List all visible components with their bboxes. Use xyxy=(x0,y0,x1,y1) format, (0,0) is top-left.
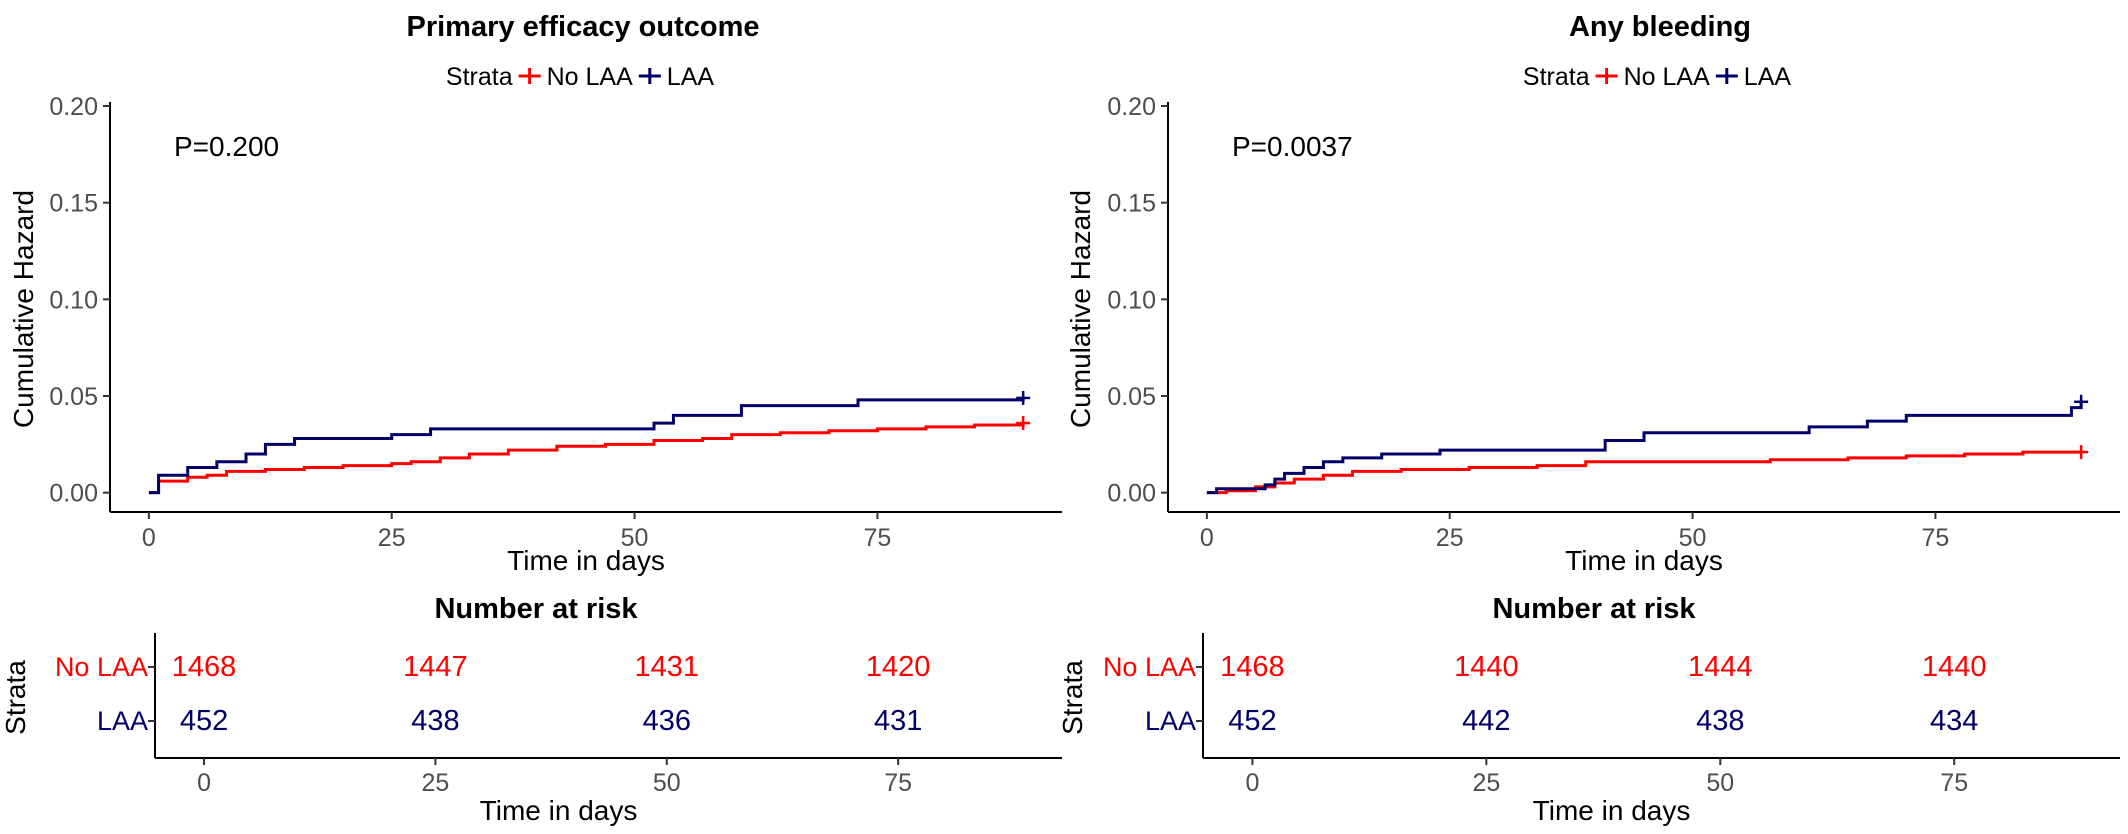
x-tick-label: 75 xyxy=(864,524,892,552)
legend: Strata No LAA LAA xyxy=(1523,63,1791,91)
risk-row-label: LAA xyxy=(1145,706,1196,736)
risk-row-label: No LAA xyxy=(1103,652,1196,682)
legend-title: Strata xyxy=(1523,63,1590,91)
risk-value: 1420 xyxy=(866,651,931,683)
y-axis-label: Cumulative Hazard xyxy=(8,190,39,428)
risk-value: 1444 xyxy=(1688,651,1753,683)
chart-title: Any bleeding xyxy=(1569,11,1751,43)
legend-label-0: No LAA xyxy=(1624,63,1710,91)
km-curve-laa xyxy=(148,397,1025,495)
risk-x-tick-label: 25 xyxy=(1472,769,1500,797)
x-tick-label: 50 xyxy=(621,524,649,552)
y-tick-label: 0.20 xyxy=(49,93,98,121)
risk-x-axis-label: Time in days xyxy=(1533,795,1691,826)
risk-value: 434 xyxy=(1930,705,1978,737)
risk-table-title: Number at risk xyxy=(434,593,638,625)
legend-label-1: LAA xyxy=(667,63,715,91)
risk-row-label: No LAA xyxy=(55,652,148,682)
y-tick-label: 0.00 xyxy=(49,480,98,508)
risk-x-tick-label: 0 xyxy=(1245,769,1259,797)
legend-symbol-0 xyxy=(518,68,541,84)
risk-value: 1440 xyxy=(1454,651,1519,683)
x-tick-label: 75 xyxy=(1922,524,1950,552)
y-tick-label: 0.15 xyxy=(49,190,98,218)
x-axis-label: Time in days xyxy=(507,545,665,576)
y-tick-label: 0.05 xyxy=(49,383,98,411)
p-value-annotation: P=0.0037 xyxy=(1232,131,1353,162)
risk-x-axis-label: Time in days xyxy=(480,795,638,826)
chart-title: Primary efficacy outcome xyxy=(407,11,760,43)
risk-x-tick-label: 25 xyxy=(421,769,449,797)
risk-value: 438 xyxy=(1696,705,1744,737)
risk-table: Number at risk No LAA 1468 1447 1431 1420 LAA 4… xyxy=(0,593,1062,826)
y-tick-label: 0.10 xyxy=(49,286,98,314)
censor-mark xyxy=(1016,390,1031,405)
legend-title: Strata xyxy=(446,63,513,91)
x-tick-label: 25 xyxy=(378,524,406,552)
legend-label-1: LAA xyxy=(1744,63,1792,91)
risk-y-axis-label: Strata xyxy=(1057,660,1088,735)
x-tick-label: 0 xyxy=(1200,524,1214,552)
chart-panel-0: Primary efficacy outcome Strata No LAA LAA 0… xyxy=(0,11,1062,826)
x-axis-label: Time in days xyxy=(1565,545,1723,576)
risk-value: 442 xyxy=(1462,705,1510,737)
y-tick-label: 0.10 xyxy=(1107,286,1156,314)
risk-value: 1440 xyxy=(1922,651,1987,683)
risk-value: 431 xyxy=(874,705,922,737)
risk-table-title: Number at risk xyxy=(1492,593,1696,625)
risk-value: 1468 xyxy=(1220,651,1285,683)
p-value-annotation: P=0.200 xyxy=(174,131,279,162)
y-tick-label: 0.15 xyxy=(1107,190,1156,218)
x-tick-label: 25 xyxy=(1436,524,1464,552)
risk-value: 1447 xyxy=(403,651,468,683)
km-curve-no-laa xyxy=(148,423,1025,495)
legend-symbol-1 xyxy=(638,68,661,84)
risk-row-label: LAA xyxy=(97,706,148,736)
risk-x-tick-label: 75 xyxy=(884,769,912,797)
km-curve-laa xyxy=(1206,401,2083,495)
x-tick-label: 0 xyxy=(142,524,156,552)
x-tick-label: 50 xyxy=(1679,524,1707,552)
risk-x-tick-label: 0 xyxy=(197,769,211,797)
legend-symbol-1 xyxy=(1715,68,1738,84)
y-tick-label: 0.20 xyxy=(1107,93,1156,121)
risk-value: 438 xyxy=(411,705,459,737)
y-tick-label: 0.00 xyxy=(1107,480,1156,508)
censor-mark xyxy=(1016,416,1031,431)
risk-value: 1468 xyxy=(172,651,237,683)
risk-value: 452 xyxy=(1228,705,1276,737)
legend-label-0: No LAA xyxy=(547,63,633,91)
censor-mark xyxy=(2074,445,2089,460)
legend-symbol-0 xyxy=(1595,68,1618,84)
risk-x-tick-label: 50 xyxy=(653,769,681,797)
censor-mark xyxy=(2074,394,2089,409)
y-axis-label: Cumulative Hazard xyxy=(1065,190,1096,428)
risk-value: 1431 xyxy=(635,651,700,683)
risk-value: 452 xyxy=(180,705,228,737)
km-curve-no-laa xyxy=(1206,450,2082,495)
risk-x-tick-label: 50 xyxy=(1706,769,1734,797)
legend: Strata No LAA LAA xyxy=(446,63,714,91)
risk-table: Number at risk No LAA 1468 1440 1444 1440 LAA 4… xyxy=(1057,593,2120,826)
risk-value: 436 xyxy=(643,705,691,737)
chart-panel-1: Any bleeding Strata No LAA LAA 0.00 0.05 0.10 0… xyxy=(1057,11,2120,826)
y-tick-label: 0.05 xyxy=(1107,383,1156,411)
risk-x-tick-label: 75 xyxy=(1940,769,1968,797)
risk-y-axis-label: Strata xyxy=(0,660,31,735)
